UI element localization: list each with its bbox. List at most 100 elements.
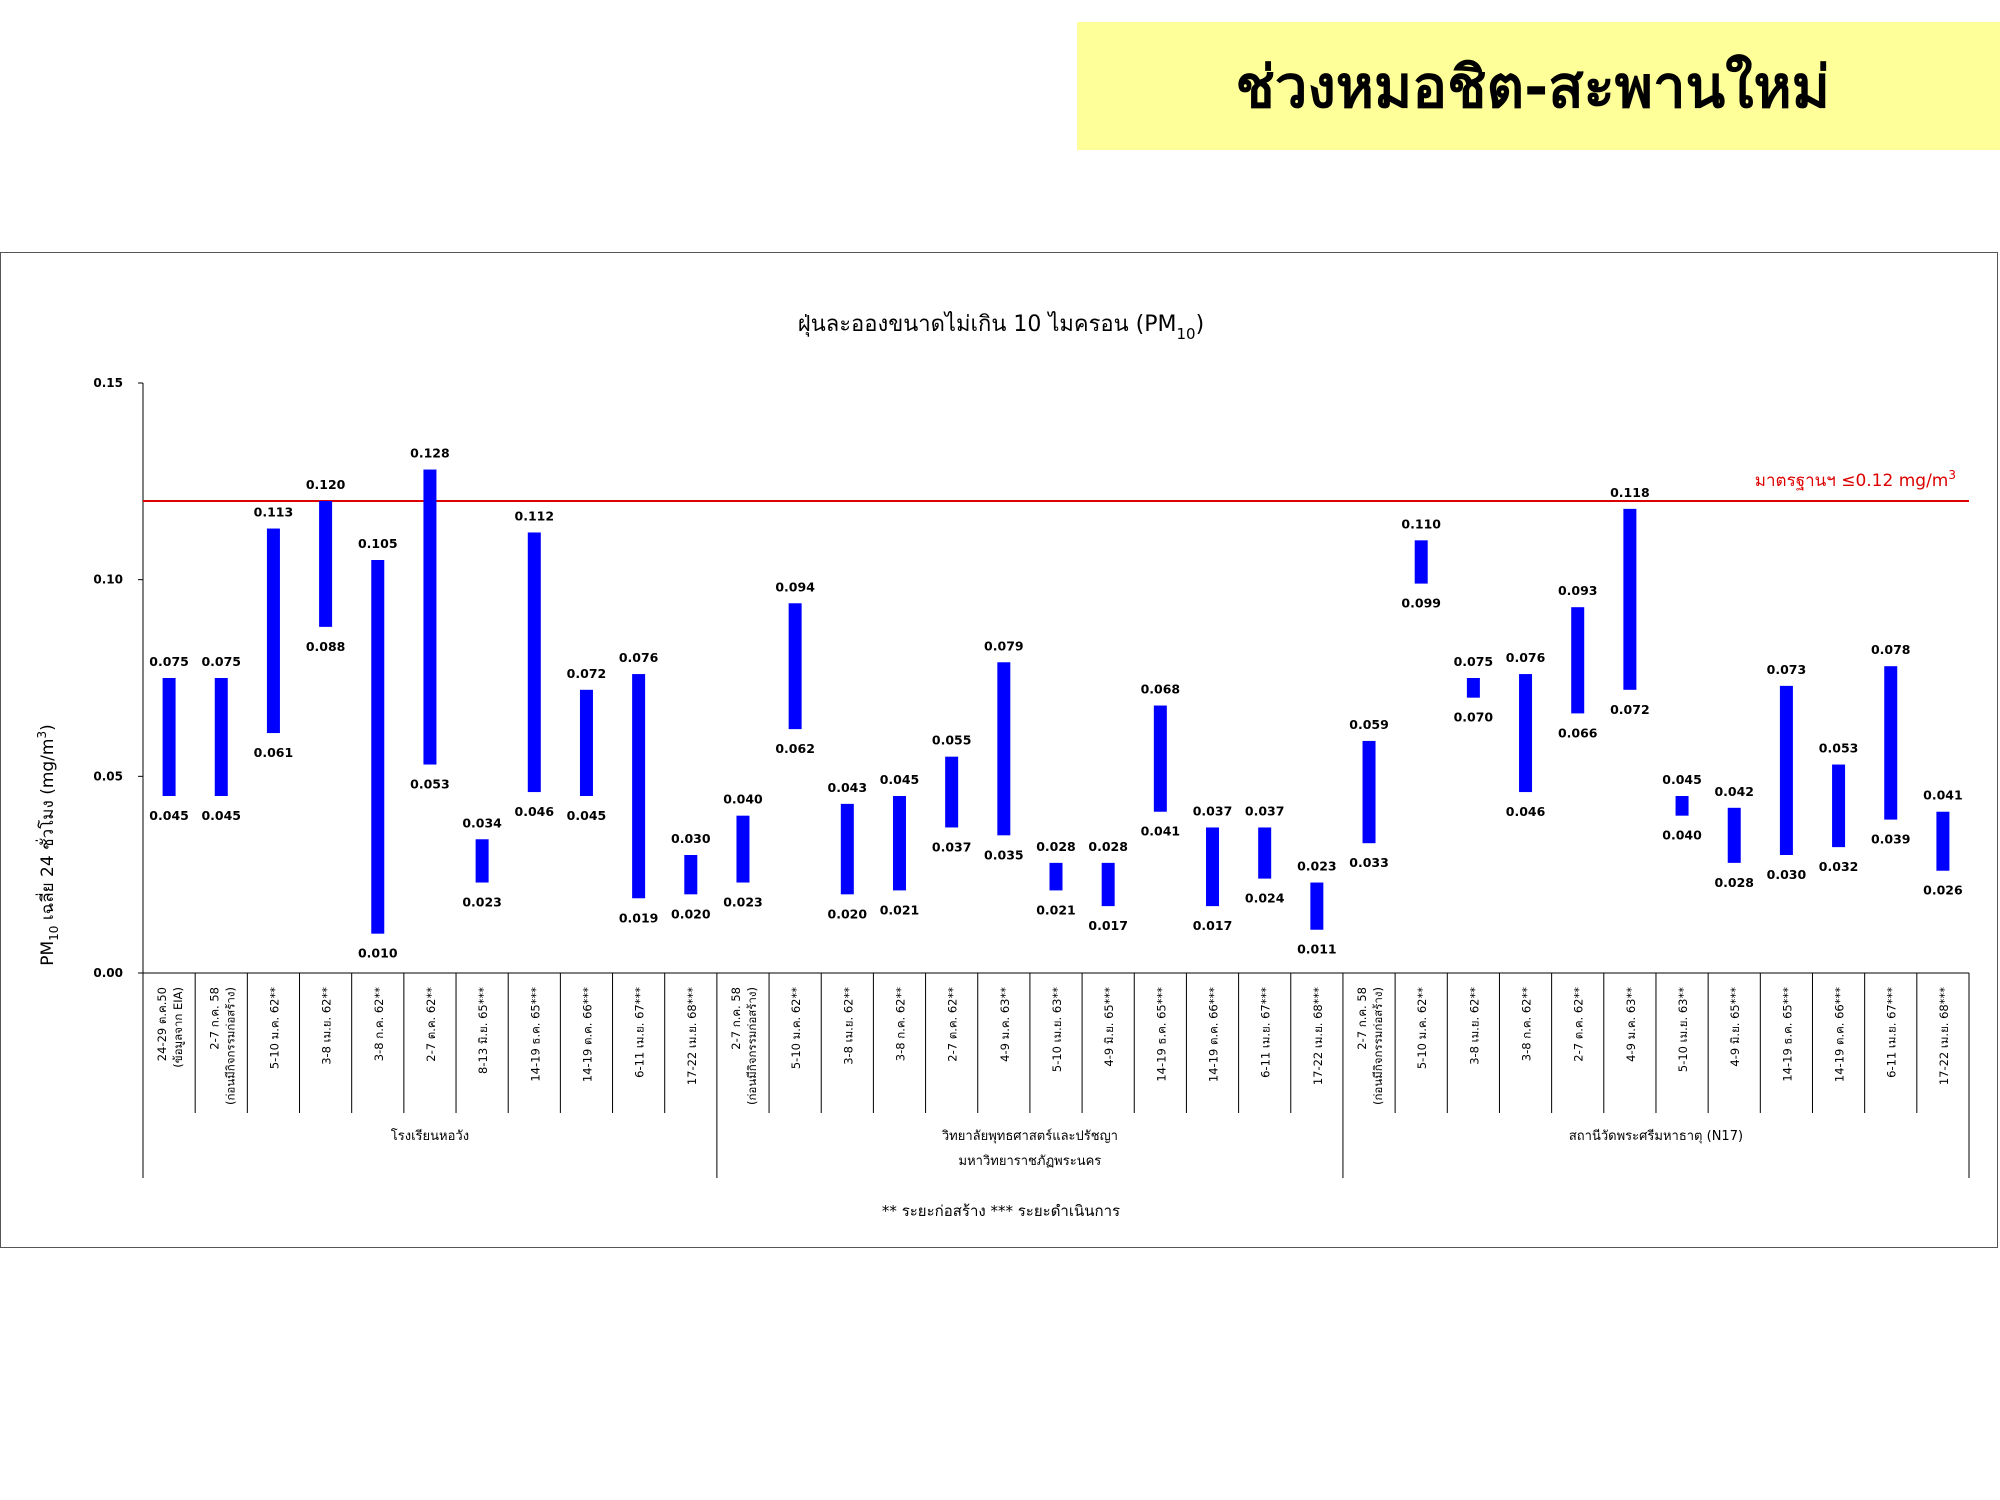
range-bar	[1362, 740, 1376, 844]
min-value-label: 0.037	[932, 839, 972, 854]
group-label: วิทยาลัยพุทธศาสตร์และปรัชญา	[941, 1128, 1118, 1144]
x-category-text: 3-8 ก.ค. 62**	[893, 987, 907, 1061]
range-bar	[1779, 685, 1793, 855]
max-value-label: 0.075	[201, 654, 241, 669]
max-value-label: 0.040	[723, 792, 763, 807]
x-category-text: 4-9 มิ.ย. 65***	[1728, 987, 1742, 1067]
max-value-label: 0.093	[1558, 583, 1598, 598]
range-bar	[1153, 705, 1167, 812]
min-value-label: 0.023	[462, 895, 502, 910]
max-value-label: 0.075	[1454, 654, 1494, 669]
x-category-label: 2-7 ต.ค. 62**	[1572, 987, 1586, 1062]
x-category-text: 14-19 ต.ค. 66***	[1833, 987, 1847, 1082]
x-category-label: 3-8 ก.ค. 62**	[372, 987, 386, 1061]
max-value-label: 0.028	[1088, 839, 1128, 854]
chart-frame: ฝุ่นละอองขนาดไม่เกิน 10 ไมครอน (PM10) PM…	[0, 252, 1998, 1248]
min-value-label: 0.033	[1349, 855, 1389, 870]
x-category-text: 4-9 ม.ค. 63**	[1624, 987, 1638, 1062]
min-value-label: 0.072	[1610, 702, 1650, 717]
min-value-label: 0.053	[410, 777, 450, 792]
group-label: สถานีวัดพระศรีมหาธาตุ (N17)	[1569, 1128, 1743, 1144]
x-category-text: 24-29 ต.ค.50	[155, 987, 169, 1061]
x-category-label: 4-9 มิ.ย. 65***	[1102, 987, 1116, 1067]
x-category-text: 5-10 ม.ค. 62**	[1415, 987, 1429, 1069]
x-category-label: 8-13 มิ.ย. 65***	[476, 987, 490, 1074]
x-category-text: 6-11 เม.ย. 67***	[633, 987, 647, 1078]
range-bar	[579, 689, 593, 796]
max-value-label: 0.110	[1401, 516, 1441, 531]
range-bar	[1466, 678, 1480, 698]
range-bar	[788, 603, 802, 730]
min-value-label: 0.011	[1297, 942, 1337, 957]
x-category-text: 5-10 ม.ค. 62**	[267, 987, 281, 1069]
x-category-text: 14-19 ต.ค. 66***	[580, 987, 594, 1082]
range-bar	[1258, 827, 1272, 879]
max-value-label: 0.028	[1036, 839, 1076, 854]
range-bar	[736, 815, 750, 883]
min-value-label: 0.019	[619, 910, 659, 925]
x-category-text: 3-8 เม.ย. 62**	[1467, 987, 1481, 1065]
range-bar	[945, 756, 959, 828]
x-category-label: 5-10 ม.ค. 62**	[267, 987, 281, 1069]
x-category-label: 2-7 ก.ค. 58 (ก่อนมีกิจกรรมก่อสร้าง)	[1355, 987, 1385, 1105]
max-value-label: 0.068	[1141, 682, 1181, 697]
x-category-text: 17-22 เม.ย. 68***	[1311, 987, 1325, 1085]
x-category-label: 17-22 เม.ย. 68***	[1937, 987, 1951, 1085]
max-value-label: 0.072	[567, 666, 607, 681]
x-category-label: 5-10 เม.ย. 63**	[1050, 987, 1064, 1072]
range-bar	[1519, 674, 1533, 793]
x-category-text: 8-13 มิ.ย. 65***	[476, 987, 490, 1074]
y-tick-label: 0.05	[93, 769, 123, 783]
max-value-label: 0.023	[1297, 859, 1337, 874]
x-category-label: 4-9 ม.ค. 63**	[998, 987, 1012, 1062]
max-value-label: 0.076	[619, 650, 659, 665]
standard-label: มาตรฐานฯ ≤0.12 mg/m3	[1755, 468, 1956, 491]
x-category-text: 14-19 ธ.ค. 65***	[1154, 987, 1168, 1082]
range-bar	[1623, 508, 1637, 690]
range-bar	[1049, 862, 1063, 891]
range-bar	[684, 855, 698, 895]
max-value-label: 0.073	[1767, 662, 1807, 677]
x-category-text: 14-19 ต.ค. 66***	[1207, 987, 1221, 1082]
x-category-text: 4-9 มิ.ย. 65***	[1102, 987, 1116, 1067]
x-category-text: 5-10 ม.ค. 62**	[789, 987, 803, 1069]
x-category-text: 5-10 เม.ย. 63**	[1050, 987, 1064, 1072]
min-value-label: 0.030	[1767, 867, 1807, 882]
chart-title: ฝุ่นละอองขนาดไม่เกิน 10 ไมครอน (PM10)	[798, 311, 1204, 343]
min-value-label: 0.070	[1454, 710, 1494, 725]
max-value-label: 0.041	[1923, 788, 1963, 803]
x-category-text: 2-7 ต.ค. 62**	[946, 987, 960, 1062]
x-category-text: 14-19 ธ.ค. 65***	[528, 987, 542, 1082]
range-bar	[423, 469, 437, 765]
max-value-label: 0.037	[1245, 803, 1285, 818]
min-value-label: 0.032	[1819, 859, 1859, 874]
range-bar	[1101, 862, 1115, 907]
range-bar	[162, 678, 176, 796]
x-category-text: 6-11 เม.ย. 67***	[1885, 987, 1899, 1078]
min-value-label: 0.046	[1506, 804, 1546, 819]
y-axis-title: PM10 เฉลี่ย 24 ชั่วโมง (mg/m3)	[35, 724, 61, 966]
x-category-label: 6-11 เม.ย. 67***	[1259, 987, 1273, 1078]
x-category-text: (ก่อนมีกิจกรรมก่อสร้าง)	[1371, 987, 1385, 1105]
y-tick-label: 0.15	[93, 376, 123, 390]
x-category-label: 2-7 ก.ค. 58 (ก่อนมีกิจกรรมก่อสร้าง)	[729, 987, 759, 1105]
x-category-text: 3-8 ก.ค. 62**	[1520, 987, 1534, 1061]
max-value-label: 0.055	[932, 733, 972, 748]
min-value-label: 0.039	[1871, 832, 1911, 847]
min-value-label: 0.017	[1088, 918, 1128, 933]
min-value-label: 0.021	[1036, 902, 1076, 917]
x-category-label: 14-19 ธ.ค. 65***	[1780, 987, 1794, 1082]
x-category-text: 4-9 ม.ค. 63**	[998, 987, 1012, 1062]
x-category-text: 17-22 เม.ย. 68***	[1937, 987, 1951, 1085]
range-bar	[1727, 807, 1741, 863]
min-value-label: 0.046	[515, 804, 555, 819]
x-category-label: 3-8 เม.ย. 62**	[841, 987, 855, 1065]
x-category-text: 3-8 เม.ย. 62**	[320, 987, 334, 1065]
range-bar	[1206, 827, 1220, 907]
max-value-label: 0.128	[410, 446, 450, 461]
x-category-text: 5-10 เม.ย. 63**	[1676, 987, 1690, 1072]
min-value-label: 0.026	[1923, 883, 1963, 898]
x-category-text: 2-7 ก.ค. 58	[207, 987, 221, 1050]
max-value-label: 0.118	[1610, 485, 1650, 500]
x-category-label: 2-7 ก.ค. 58 (ก่อนมีกิจกรรมก่อสร้าง)	[207, 987, 237, 1105]
